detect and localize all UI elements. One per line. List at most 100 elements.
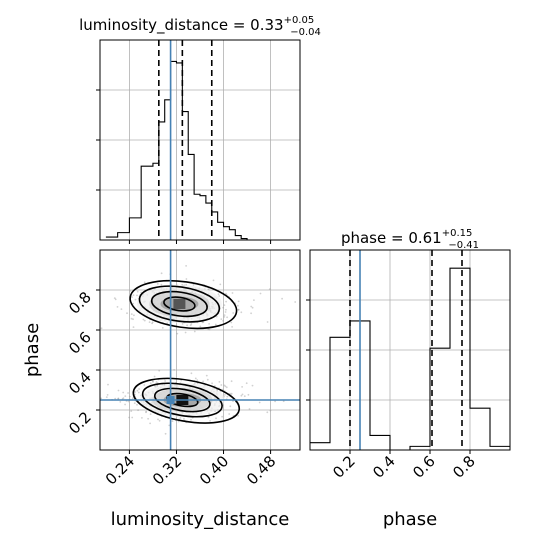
scatter-point bbox=[141, 417, 143, 419]
density-peak bbox=[173, 299, 186, 309]
scatter-point bbox=[151, 321, 154, 324]
scatter-point bbox=[266, 411, 269, 414]
scatter-point bbox=[240, 311, 243, 314]
scatter-point bbox=[132, 294, 135, 296]
scatter-point bbox=[207, 288, 210, 291]
scatter-point bbox=[240, 394, 243, 397]
scatter-point bbox=[211, 382, 214, 385]
scatter-point bbox=[196, 379, 199, 381]
scatter-point bbox=[229, 405, 232, 408]
x-tick-label: 0.24 bbox=[102, 452, 138, 488]
scatter-point bbox=[251, 306, 254, 309]
scatter-point bbox=[76, 280, 78, 282]
scatter-point bbox=[176, 332, 179, 335]
scatter-point bbox=[157, 418, 159, 421]
scatter-point bbox=[126, 312, 128, 315]
scatter-point bbox=[201, 321, 204, 324]
contour-line bbox=[129, 279, 238, 330]
scatter-point bbox=[131, 416, 134, 419]
scatter-point bbox=[127, 392, 129, 394]
scatter-point bbox=[132, 397, 134, 400]
scatter-point bbox=[183, 417, 185, 420]
scatter-point bbox=[205, 374, 208, 377]
scatter-point bbox=[114, 397, 117, 400]
title-sup: +0.05 bbox=[284, 15, 315, 26]
contour-line bbox=[141, 382, 223, 418]
scatter-point bbox=[218, 381, 221, 383]
scatter-point bbox=[189, 324, 192, 326]
scatter-point bbox=[133, 314, 135, 317]
scatter-point bbox=[127, 400, 130, 403]
scatter-point bbox=[215, 417, 217, 420]
scatter-point bbox=[134, 391, 136, 394]
scatter-point bbox=[129, 290, 132, 292]
scatter-point bbox=[179, 417, 182, 419]
contour-line bbox=[132, 377, 241, 424]
scatter-point bbox=[231, 326, 234, 328]
scatter-point bbox=[230, 392, 233, 395]
scatter-point bbox=[218, 295, 221, 297]
luminosity-distance-title: luminosity_distance = 0.33+0.05 −0.04 bbox=[79, 15, 321, 38]
scatter-point bbox=[173, 369, 176, 371]
scatter-point bbox=[153, 375, 156, 378]
scatter-point bbox=[192, 284, 195, 286]
contour-line bbox=[150, 290, 208, 318]
scatter-point bbox=[134, 298, 137, 301]
scatter-point bbox=[222, 320, 224, 322]
title-prefix: luminosity_distance = 0.33 bbox=[79, 16, 283, 35]
scatter-point bbox=[185, 265, 188, 267]
scatter-point bbox=[130, 410, 133, 412]
scatter-point bbox=[137, 391, 140, 394]
histogram-steps bbox=[105, 60, 283, 241]
scatter-point bbox=[136, 389, 139, 392]
scatter-point bbox=[237, 300, 240, 303]
scatter-point bbox=[149, 382, 152, 385]
x-axis-label-luminosity-distance: luminosity_distance bbox=[111, 509, 290, 530]
scatter-point bbox=[137, 409, 140, 412]
scatter-point bbox=[215, 315, 218, 318]
scatter-point bbox=[156, 283, 159, 285]
scatter-point bbox=[177, 420, 180, 423]
scatter-point bbox=[42, 290, 44, 292]
y-tick-label: 0.6 bbox=[65, 328, 95, 358]
scatter-point bbox=[160, 272, 163, 275]
scatter-point bbox=[190, 372, 193, 375]
y-tick-label: 0.4 bbox=[65, 368, 95, 398]
scatter-point bbox=[241, 386, 244, 388]
scatter-point bbox=[208, 328, 211, 331]
scatter-point bbox=[107, 383, 109, 386]
scatter-point bbox=[214, 323, 217, 326]
scatter-point bbox=[226, 395, 229, 398]
scatter-point bbox=[97, 398, 99, 400]
scatter-point bbox=[151, 322, 154, 325]
scatter-point bbox=[131, 296, 133, 298]
scatter-point bbox=[184, 331, 187, 334]
scatter-point bbox=[258, 401, 261, 404]
scatter-point bbox=[106, 394, 109, 396]
x-tick-label: 0.48 bbox=[243, 452, 279, 488]
x-tick-label: 0.6 bbox=[409, 452, 439, 482]
scatter-point bbox=[145, 411, 147, 414]
scatter-point bbox=[224, 385, 227, 388]
scatter-point bbox=[268, 288, 271, 290]
scatter-point bbox=[136, 290, 139, 293]
x-tick-label: 0.32 bbox=[149, 452, 185, 488]
scatter-point bbox=[212, 279, 215, 282]
scatter-point bbox=[160, 283, 163, 286]
scatter-point bbox=[132, 318, 134, 321]
title-sup: +0.15 bbox=[442, 228, 473, 239]
scatter-point bbox=[223, 304, 226, 306]
scatter-point bbox=[149, 413, 152, 415]
scatter-point bbox=[241, 393, 244, 396]
x-tick-label: 0.8 bbox=[449, 452, 479, 482]
contour-line bbox=[163, 296, 196, 312]
panel-frame bbox=[309, 249, 511, 451]
scatter-point bbox=[250, 305, 253, 308]
scatter-point bbox=[237, 308, 240, 311]
scatter-point bbox=[247, 393, 250, 396]
scatter-point bbox=[148, 321, 151, 323]
scatter-point bbox=[117, 397, 120, 400]
scatter-point bbox=[158, 419, 161, 422]
scatter-point bbox=[209, 420, 212, 422]
panel-frame bbox=[99, 39, 301, 241]
